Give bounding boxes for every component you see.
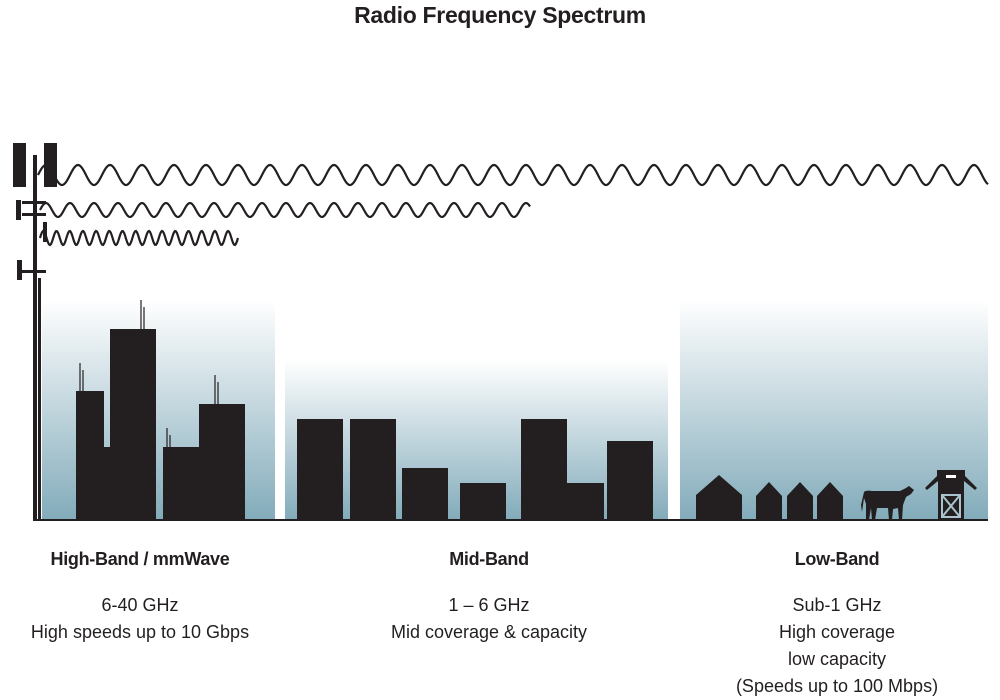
mid-band-wave: [39, 201, 531, 219]
building-icon: [350, 419, 396, 520]
house-icon: [756, 482, 782, 520]
mid-band-label: Mid-Band 1 – 6 GHz Mid coverage & capaci…: [339, 549, 639, 646]
building-icon: [460, 483, 506, 520]
building-icon: [402, 468, 448, 520]
low-band-sky: [680, 300, 988, 520]
cell-tower-icon: [13, 143, 57, 520]
building-icon: [607, 441, 653, 520]
low-band-label: Low-Band Sub-1 GHz High coverage low cap…: [687, 549, 987, 700]
skyscraper-icon: [199, 375, 245, 520]
diagram-title: Radio Frequency Spectrum: [354, 2, 646, 28]
building-icon: [521, 419, 567, 520]
band-name: Mid-Band: [449, 549, 529, 569]
house-icon: [787, 482, 813, 520]
high-band-wave: [38, 229, 240, 247]
low-band-wave: [37, 163, 989, 187]
house-icon: [817, 482, 843, 520]
band-description: (Speeds up to 100 Mbps): [735, 676, 939, 696]
band-description: Mid coverage & capacity: [390, 622, 588, 642]
house-icon: [696, 475, 742, 520]
band-frequency: 6-40 GHz: [101, 595, 179, 615]
skyscraper-icon: [163, 428, 199, 520]
high-band-label: High-Band / mmWave 6-40 GHz High speeds …: [0, 549, 290, 646]
band-description: High coverage: [778, 622, 896, 642]
band-description: low capacity: [787, 649, 887, 669]
ground-line: [33, 519, 988, 521]
band-frequency: 1 – 6 GHz: [448, 595, 530, 615]
skyscraper-icon: [110, 300, 156, 520]
cow-icon: [861, 486, 914, 520]
band-name: High-Band / mmWave: [50, 549, 230, 569]
band-frequency: Sub-1 GHz: [792, 595, 882, 615]
skyscraper-icon: [76, 363, 110, 520]
building-icon: [297, 419, 343, 520]
building-icon: [567, 483, 604, 520]
barn-icon: [925, 470, 977, 520]
band-name: Low-Band: [794, 549, 880, 569]
band-description: High speeds up to 10 Gbps: [30, 622, 250, 642]
